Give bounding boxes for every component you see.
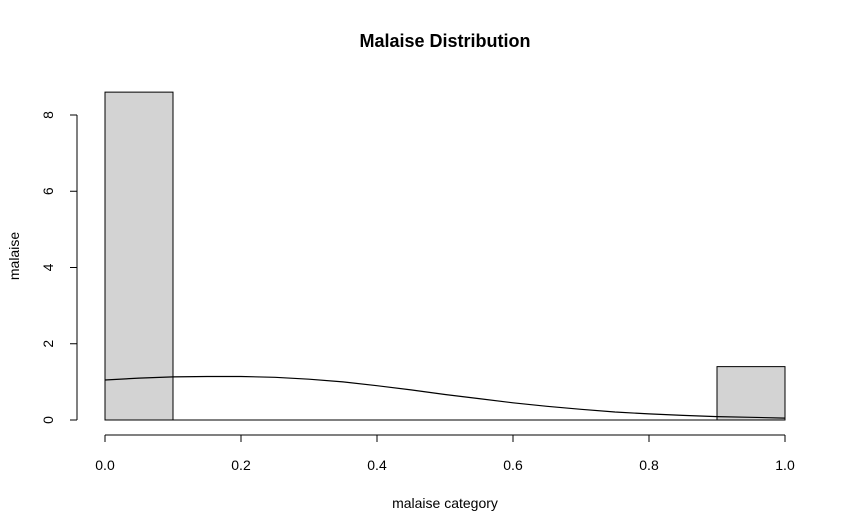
- x-tick-label: 0.6: [503, 457, 523, 473]
- x-tick-label: 0.4: [367, 457, 387, 473]
- y-tick-label: 4: [40, 263, 56, 271]
- histogram-bar-1: [716, 366, 786, 421]
- chart-title: Malaise Distribution: [359, 31, 530, 51]
- y-tick-label: 8: [40, 111, 56, 119]
- bars: [104, 91, 786, 421]
- y-axis: 0 2 4 6 8: [40, 111, 78, 424]
- y-tick-label: 0: [40, 416, 56, 424]
- x-tick-label: 0.8: [639, 457, 659, 473]
- x-axis-label: malaise category: [392, 495, 498, 511]
- x-tick-label: 1.0: [775, 457, 795, 473]
- density-curve: [104, 375, 786, 419]
- density-curve-layer: [104, 375, 786, 419]
- x-tick-label: 0.0: [95, 457, 115, 473]
- y-tick-label: 2: [40, 340, 56, 348]
- x-tick-label: 0.2: [231, 457, 251, 473]
- y-tick-label: 6: [40, 187, 56, 195]
- histogram-bar-0: [104, 91, 174, 421]
- y-axis-label: malaise: [6, 232, 22, 280]
- x-axis: 0.0 0.2 0.4 0.6 0.8 1.0: [95, 434, 795, 473]
